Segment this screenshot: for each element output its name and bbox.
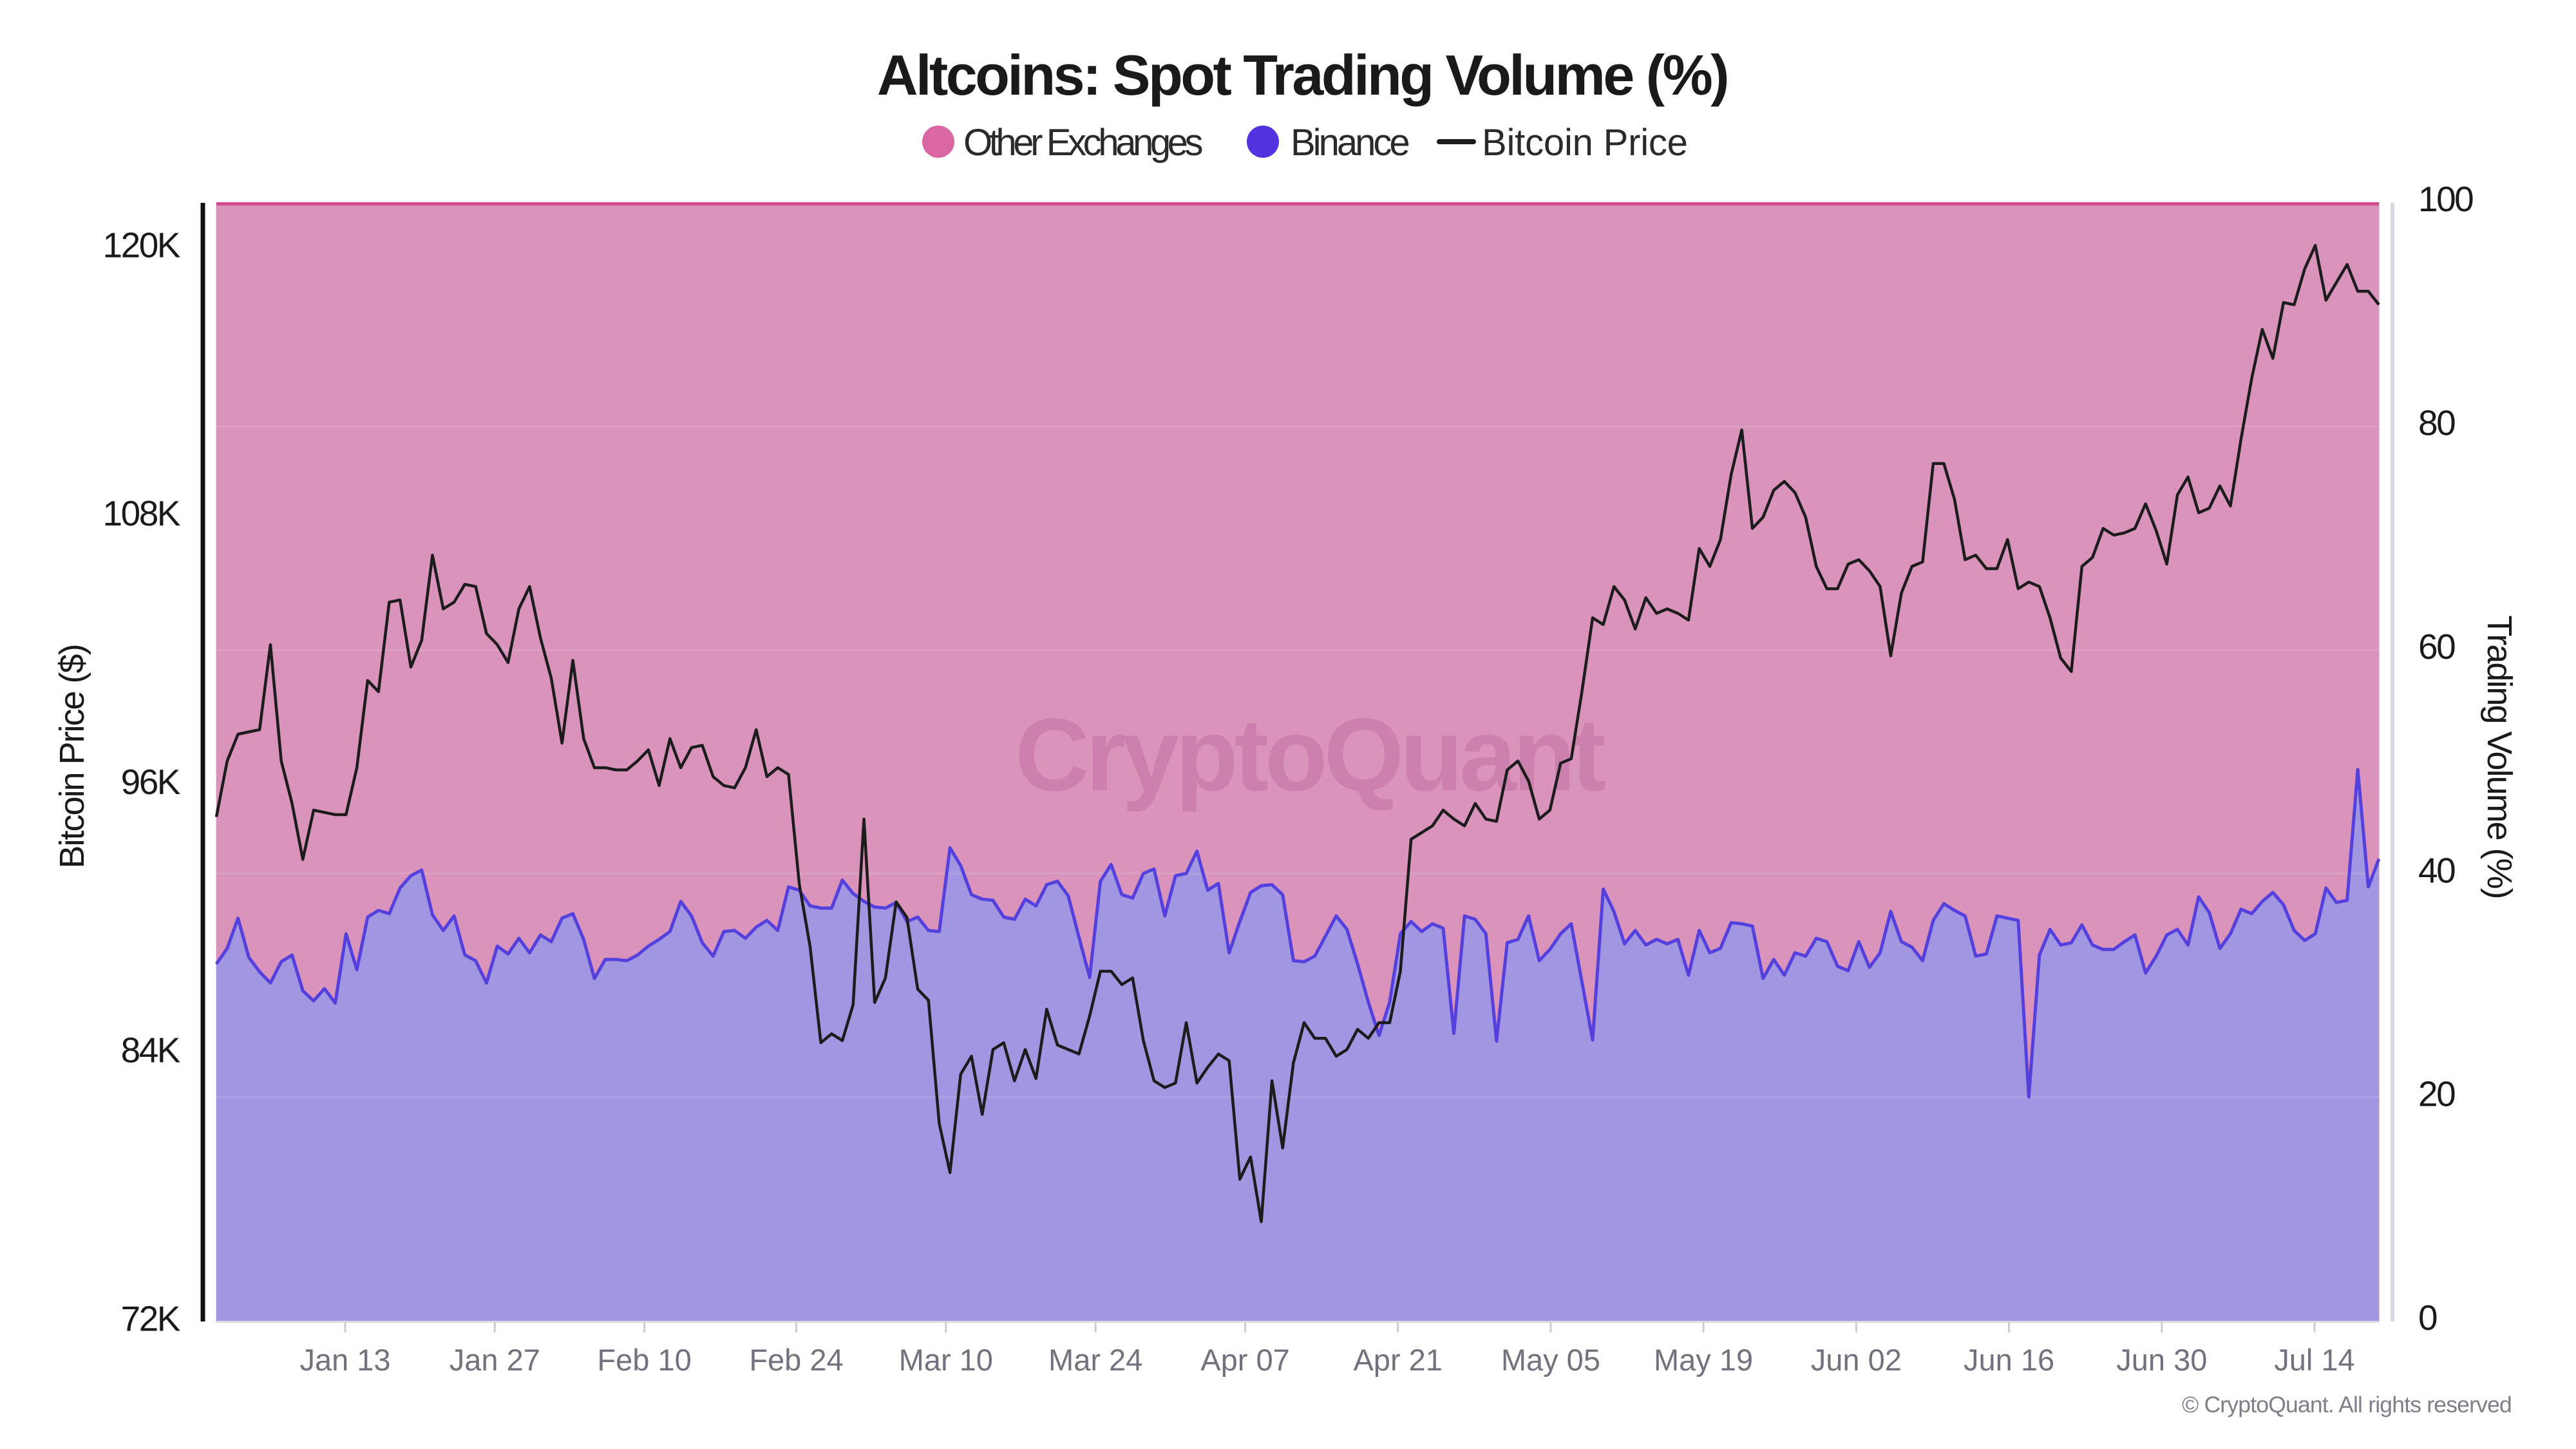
svg-text:Apr 07: Apr 07 xyxy=(1200,1343,1289,1377)
svg-text:Jun 02: Jun 02 xyxy=(1811,1343,1902,1377)
svg-text:May 05: May 05 xyxy=(1501,1343,1600,1377)
svg-text:© CryptoQuant. All rights rese: © CryptoQuant. All rights reserved xyxy=(2182,1392,2512,1417)
svg-text:72K: 72K xyxy=(121,1298,181,1338)
svg-text:84K: 84K xyxy=(121,1030,181,1070)
svg-text:96K: 96K xyxy=(121,762,181,802)
svg-text:Binance: Binance xyxy=(1291,122,1408,164)
svg-text:Feb 24: Feb 24 xyxy=(749,1343,843,1377)
svg-text:40: 40 xyxy=(2418,850,2455,890)
svg-text:Mar 24: Mar 24 xyxy=(1048,1343,1142,1377)
svg-text:Altcoins: Spot Trading Volume: Altcoins: Spot Trading Volume (%) xyxy=(877,43,1727,107)
svg-text:Feb 10: Feb 10 xyxy=(597,1343,691,1377)
svg-text:Other Exchanges: Other Exchanges xyxy=(963,122,1202,164)
svg-text:Bitcoin Price: Bitcoin Price xyxy=(1482,122,1688,164)
svg-text:Jan 27: Jan 27 xyxy=(450,1343,540,1377)
svg-text:80: 80 xyxy=(2418,402,2455,442)
svg-text:Mar 10: Mar 10 xyxy=(899,1343,993,1377)
svg-text:May 19: May 19 xyxy=(1654,1343,1753,1377)
svg-text:Apr 21: Apr 21 xyxy=(1353,1343,1442,1377)
svg-text:100: 100 xyxy=(2418,179,2473,219)
svg-text:CryptoQuant: CryptoQuant xyxy=(1015,697,1605,812)
svg-text:120K: 120K xyxy=(103,225,181,265)
svg-text:60: 60 xyxy=(2418,627,2455,667)
svg-text:Bitcoin Price ($): Bitcoin Price ($) xyxy=(53,645,91,868)
svg-text:Jul 14: Jul 14 xyxy=(2274,1343,2354,1377)
svg-text:20: 20 xyxy=(2418,1074,2455,1114)
svg-text:Jun 16: Jun 16 xyxy=(1964,1343,2054,1377)
svg-text:0: 0 xyxy=(2418,1298,2437,1338)
svg-text:Trading Volume (%): Trading Volume (%) xyxy=(2480,615,2519,898)
svg-text:Jun 30: Jun 30 xyxy=(2116,1343,2207,1377)
svg-text:Jan 13: Jan 13 xyxy=(299,1343,390,1377)
svg-text:108K: 108K xyxy=(103,493,181,533)
